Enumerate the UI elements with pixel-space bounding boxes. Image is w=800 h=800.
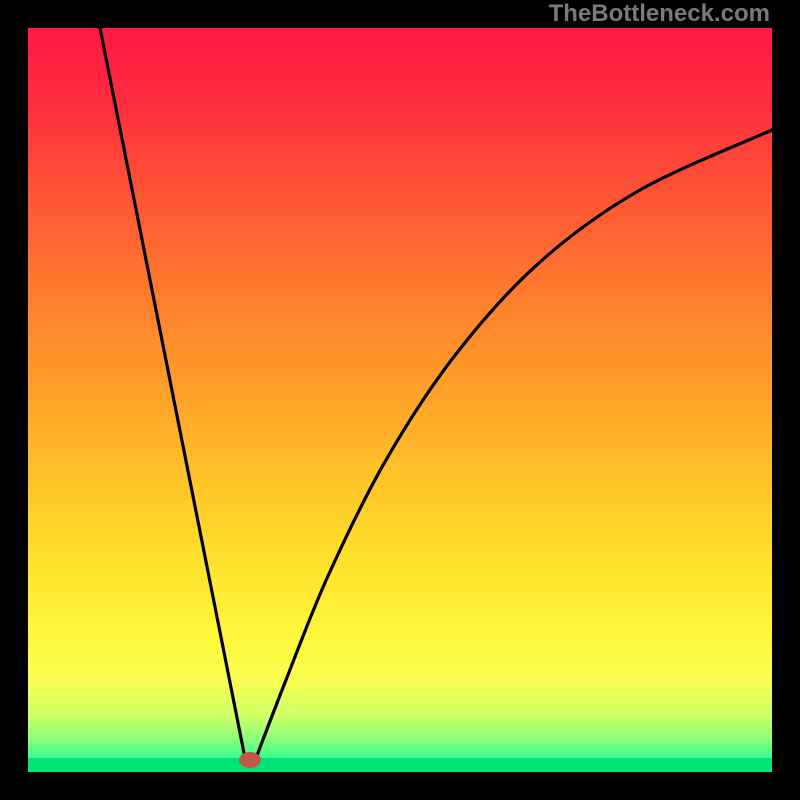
black-frame-border	[0, 0, 800, 800]
watermark-text: TheBottleneck.com	[549, 0, 770, 28]
chart-stage: TheBottleneck.com	[0, 0, 800, 800]
